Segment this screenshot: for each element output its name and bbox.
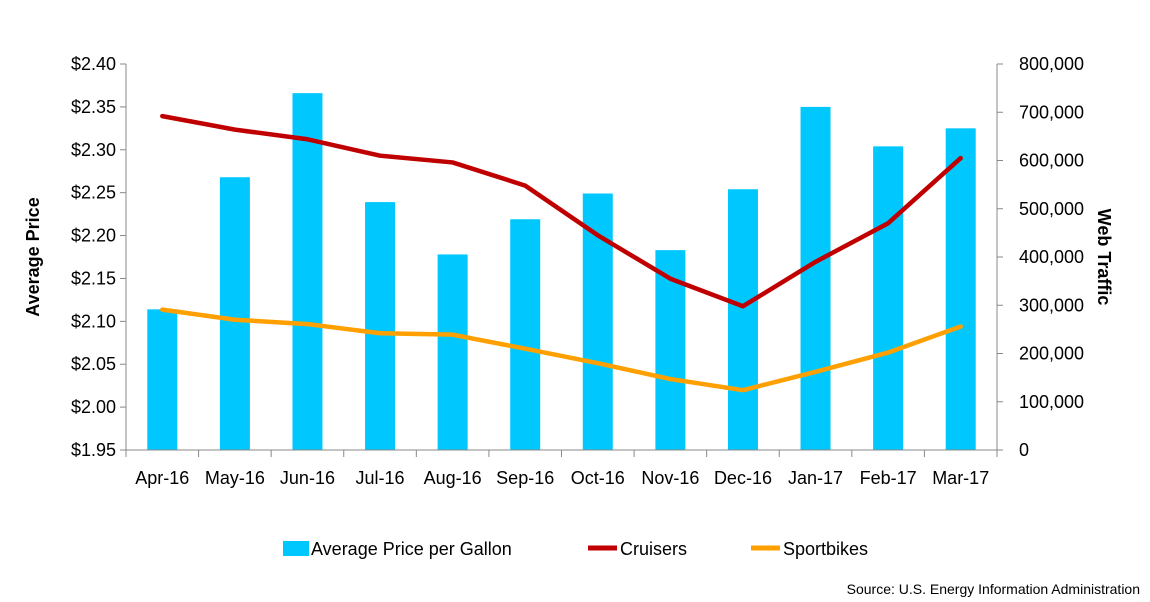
legend-label-average-price: Average Price per Gallon <box>311 539 512 559</box>
x-axis-tick-label: Aug-16 <box>424 468 482 488</box>
x-axis-tick-label: Nov-16 <box>641 468 699 488</box>
x-axis-tick-label: Sep-16 <box>496 468 554 488</box>
bar-mar-17 <box>945 128 976 450</box>
series-line-sportbikes <box>160 307 963 393</box>
lines-layer <box>160 113 963 393</box>
legend: Average Price per Gallon Cruisers Sportb… <box>283 539 868 559</box>
series-line-cruisers <box>160 113 963 309</box>
bar-feb-17 <box>873 146 904 450</box>
axes-layer: $1.95 $2.00 $2.05 $2.10 $2.15 $2.20 $2.25 $2.30… <box>71 54 1084 488</box>
right-axis-tick-label: 0 <box>1019 440 1029 460</box>
bar-may-16 <box>219 177 250 451</box>
left-axis-tick-label: $2.00 <box>71 397 116 417</box>
right-axis-tick-label: 500,000 <box>1019 199 1084 219</box>
left-axis-tick-label: $2.35 <box>71 97 116 117</box>
left-axis-tick-label: $2.30 <box>71 140 116 160</box>
right-axis-tick-label: 400,000 <box>1019 247 1084 267</box>
right-axis-tick-label: 300,000 <box>1019 295 1084 315</box>
legend-swatch-average-price <box>283 541 309 556</box>
right-axis-tick-label: 600,000 <box>1019 151 1084 171</box>
bar-apr-16 <box>147 309 178 450</box>
x-axis-tick-label: Jul-16 <box>356 468 405 488</box>
left-axis-title: Average Price <box>23 197 43 316</box>
bar-aug-16 <box>437 254 468 450</box>
bar-oct-16 <box>582 193 613 450</box>
x-axis-tick-label: Mar-17 <box>932 468 989 488</box>
x-axis-tick-label: Oct-16 <box>571 468 625 488</box>
right-axis-title: Web Traffic <box>1094 209 1114 306</box>
bar-jun-16 <box>292 93 323 450</box>
legend-label-cruisers: Cruisers <box>620 539 687 559</box>
left-axis-tick-label: $2.05 <box>71 354 116 374</box>
left-axis-tick-label: $2.40 <box>71 54 116 74</box>
right-axis-tick-label: 700,000 <box>1019 102 1084 122</box>
x-axis-tick-label: Jun-16 <box>280 468 335 488</box>
left-axis-tick-label: $2.25 <box>71 183 116 203</box>
left-axis-tick-label: $1.95 <box>71 440 116 460</box>
legend-label-sportbikes: Sportbikes <box>783 539 868 559</box>
x-axis-tick-label: Dec-16 <box>714 468 772 488</box>
left-axis-tick-label: $2.15 <box>71 268 116 288</box>
left-axis-tick-label: $2.10 <box>71 311 116 331</box>
bar-jul-16 <box>365 202 396 450</box>
source-note: Source: U.S. Energy Information Administ… <box>847 581 1140 597</box>
bars-layer <box>147 93 976 451</box>
right-axis-tick-label: 100,000 <box>1019 392 1084 412</box>
bar-dec-16 <box>727 189 758 451</box>
x-axis-tick-label: Apr-16 <box>135 468 189 488</box>
right-axis-tick-label: 800,000 <box>1019 54 1084 74</box>
right-axis-tick-label: 200,000 <box>1019 344 1084 364</box>
bar-jan-17 <box>800 106 831 450</box>
left-axis-tick-label: $2.20 <box>71 226 116 246</box>
x-axis-tick-label: Jan-17 <box>788 468 843 488</box>
bar-sep-16 <box>510 219 541 450</box>
x-axis-tick-label: May-16 <box>205 468 265 488</box>
x-axis-tick-label: Feb-17 <box>860 468 917 488</box>
